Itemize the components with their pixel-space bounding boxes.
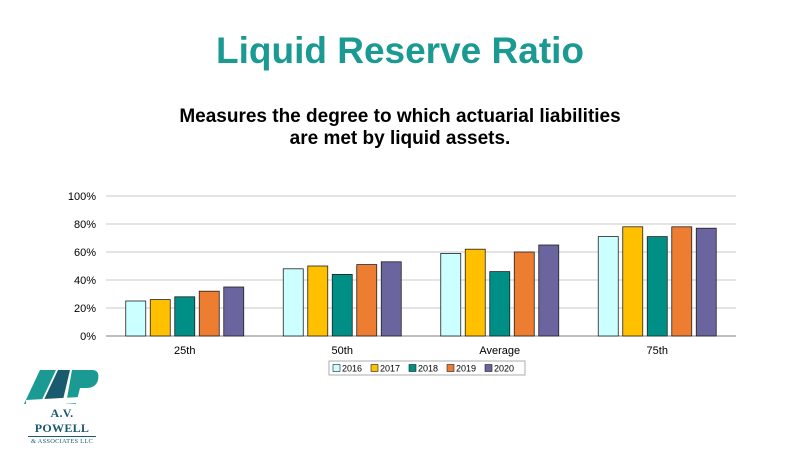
page-title: Liquid Reserve Ratio	[215, 30, 585, 71]
bar-2019-50th	[356, 264, 378, 337]
y-tick-label: 0%	[80, 331, 96, 343]
bar-2017-Average	[464, 248, 486, 337]
x-tick-label: 25th	[174, 345, 195, 357]
logo-p-stroke	[66, 370, 99, 404]
x-axis-tick-labels: 25th 50th Average 75th	[174, 345, 668, 357]
bar-2017-75th	[622, 226, 644, 337]
y-tick-label: 60%	[74, 247, 96, 259]
logo-subtitle: & ASSOCIATES LLC	[28, 436, 96, 445]
legend-swatch-2020	[484, 364, 493, 372]
bar-2018-Average	[489, 271, 511, 337]
legend-swatch-2016	[332, 364, 341, 372]
legend-label-2017: 2017	[380, 364, 400, 374]
y-tick-label: 20%	[74, 303, 96, 315]
subtitle-line-2: are met by liquid assets.	[289, 128, 511, 149]
bar-2018-50th	[331, 273, 353, 337]
bar-2019-Average	[513, 251, 535, 337]
legend: 2016 2017 2018 2019 2020	[328, 360, 526, 376]
logo-swash	[26, 396, 98, 406]
legend-swatch-2018	[408, 364, 417, 372]
bar-2018-75th	[646, 236, 668, 337]
y-tick-label: 100%	[68, 191, 96, 203]
bar-2019-25th	[198, 290, 220, 337]
x-tick-label: Average	[479, 345, 520, 357]
bar-2019-75th	[671, 226, 693, 337]
y-axis-tick-labels: 0% 20% 40% 60% 80% 100%	[68, 191, 96, 343]
x-tick-label: 50th	[332, 345, 353, 357]
logo-name: A.V. POWELL	[34, 406, 90, 435]
legend-swatch-2017	[370, 364, 379, 372]
bar-2017-25th	[149, 299, 171, 337]
legend-label-2020: 2020	[494, 364, 514, 374]
bars	[125, 226, 717, 337]
bar-2020-75th	[695, 227, 717, 337]
legend-label-2016: 2016	[342, 364, 362, 374]
logo-v-stroke	[42, 370, 70, 404]
chart-subtitle: Measures the degree to which actuarial l…	[100, 106, 700, 150]
legend-label-2018: 2018	[418, 364, 438, 374]
y-tick-label: 40%	[74, 275, 96, 287]
bar-2020-Average	[538, 244, 560, 337]
bar-2020-25th	[223, 286, 245, 337]
legend-swatch-2019	[446, 364, 455, 372]
x-tick-label: 75th	[647, 345, 668, 357]
bar-2018-25th	[174, 296, 196, 337]
bar-2016-25th	[125, 300, 147, 337]
logo-text: A.V. POWELL & ASSOCIATES LLC	[22, 406, 102, 445]
legend-label-2019: 2019	[456, 364, 476, 374]
bar-2016-50th	[282, 268, 304, 337]
subtitle-line-1: Measures the degree to which actuarial l…	[179, 106, 621, 127]
bar-2020-50th	[380, 261, 402, 337]
logo-a-stroke	[24, 370, 56, 404]
bar-chart: 0% 20% 40% 60% 80% 100% 25th 50th Average 75th 2…	[68, 191, 736, 376]
company-logo	[24, 370, 99, 406]
bar-2016-Average	[440, 252, 462, 337]
bar-2016-75th	[597, 236, 619, 337]
bar-2017-50th	[307, 265, 329, 337]
y-tick-label: 80%	[74, 219, 96, 231]
